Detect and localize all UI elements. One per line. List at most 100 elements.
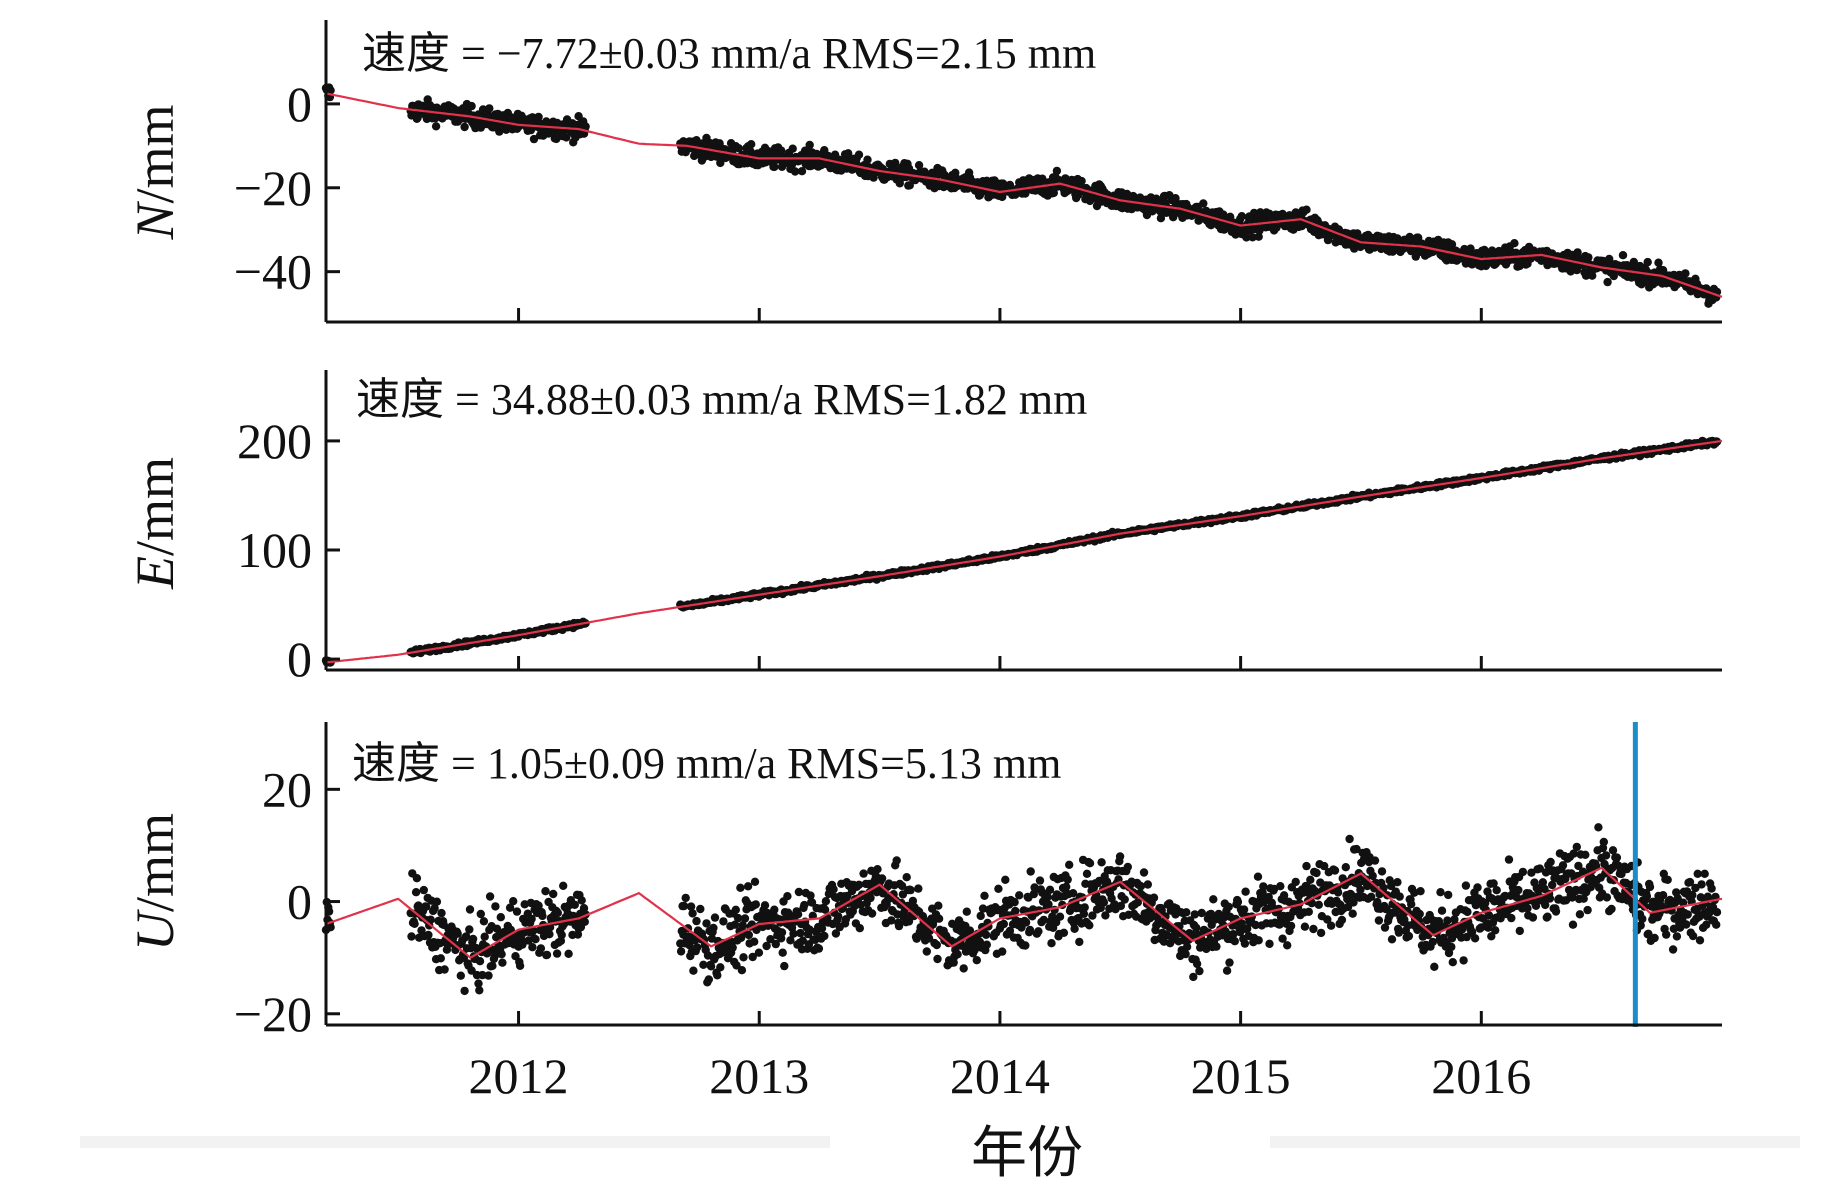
n-data-point <box>854 150 864 159</box>
u-data-point <box>1514 885 1523 895</box>
u-data-point <box>877 874 887 883</box>
u-data-point <box>1638 914 1647 924</box>
u-data-point <box>515 961 525 970</box>
u-data-point <box>976 911 985 921</box>
n-data-point <box>581 122 590 131</box>
u-data-point <box>1337 915 1347 925</box>
n-fit-line <box>325 92 1723 298</box>
u-data-point <box>536 944 546 953</box>
n-data-point <box>1654 258 1663 267</box>
u-data-point <box>1662 930 1671 939</box>
u-data-point <box>820 931 829 941</box>
u-data-point <box>1581 850 1590 859</box>
u-data-point <box>688 909 697 918</box>
n-y-tick-label: −40 <box>234 244 312 300</box>
u-data-point <box>1085 921 1094 930</box>
u-data-point <box>1682 920 1691 929</box>
u-data-point <box>934 901 943 910</box>
u-data-point <box>549 889 558 899</box>
u-data-point <box>531 935 540 944</box>
u-data-point <box>1672 932 1682 941</box>
u-data-point <box>793 910 803 919</box>
u-data-point <box>436 954 445 963</box>
u-data-point <box>553 908 562 918</box>
n-data-point <box>1681 269 1690 278</box>
u-data-point <box>953 950 962 959</box>
n-data-point <box>529 134 539 144</box>
u-data-point <box>1601 851 1611 860</box>
x-tick-label: 2013 <box>709 1048 809 1104</box>
u-data-point <box>1254 936 1263 945</box>
e-y-tick-label: 100 <box>237 522 312 578</box>
u-data-point <box>750 937 759 946</box>
u-data-point <box>1209 895 1218 904</box>
u-data-point <box>1143 880 1153 889</box>
u-data-point <box>475 957 485 966</box>
u-data-point <box>1286 921 1296 931</box>
u-data-point <box>424 930 433 940</box>
u-data-point <box>1063 875 1072 884</box>
u-data-point <box>1515 926 1525 936</box>
u-data-point <box>1697 880 1706 889</box>
u-data-point <box>1099 898 1109 907</box>
n-y-axis-unit: /mm <box>125 104 185 203</box>
u-y-axis-label: U/mm <box>125 813 185 951</box>
u-data-point <box>498 958 507 967</box>
u-data-point <box>1212 942 1221 951</box>
u-data-point <box>1473 883 1482 892</box>
u-data-point <box>1241 887 1250 896</box>
u-data-point <box>1543 912 1552 921</box>
u-data-point <box>1115 852 1125 861</box>
u-velocity-annotation: 速度 = 1.05±0.09 mm/a RMS=5.13 mm <box>352 739 1061 788</box>
u-data-point <box>570 900 579 909</box>
u-data-point <box>465 925 474 934</box>
u-data-point <box>1395 892 1404 901</box>
u-data-point <box>1120 895 1129 904</box>
u-data-point <box>867 909 877 918</box>
u-data-point <box>1097 858 1106 867</box>
u-data-point <box>1034 927 1043 936</box>
n-data-point <box>770 162 779 172</box>
u-data-point <box>959 964 968 973</box>
panel-n: 0−20−40 速度 = −7.72±0.03 mm/a RMS=2.15 mm… <box>125 20 1723 324</box>
u-data-point <box>1300 922 1310 931</box>
u-data-point <box>1528 913 1538 922</box>
u-data-point <box>1253 872 1263 881</box>
u-data-point <box>1239 905 1249 914</box>
u-data-point <box>1233 897 1243 907</box>
u-data-point <box>1314 900 1324 909</box>
n-data-point <box>1447 240 1457 249</box>
u-data-point <box>1001 875 1010 884</box>
u-data-point <box>509 897 518 906</box>
u-data-point <box>778 948 787 957</box>
u-data-point <box>902 873 911 882</box>
u-data-point <box>497 950 506 959</box>
u-data-point <box>577 896 586 905</box>
n-y-tick-label: 0 <box>287 76 312 132</box>
u-data-point <box>1149 893 1159 902</box>
u-data-point <box>538 911 547 921</box>
u-data-point <box>934 914 944 923</box>
u-data-point <box>559 881 568 890</box>
u-data-point <box>873 865 882 874</box>
u-data-point <box>696 904 705 914</box>
u-data-point <box>1463 907 1472 917</box>
n-data-point <box>1237 212 1247 221</box>
n-data-point <box>562 133 571 142</box>
n-data-point <box>863 155 872 164</box>
u-y-axis-unit: /mm <box>125 813 185 912</box>
u-data-point <box>1443 916 1452 925</box>
u-data-point <box>1491 926 1500 935</box>
u-data-point <box>1707 884 1716 893</box>
u-data-point <box>1082 869 1092 878</box>
u-data-point <box>1492 886 1501 895</box>
u-data-point <box>1304 907 1314 916</box>
u-data-point <box>411 888 421 897</box>
e-velocity-annotation: 速度 = 34.88±0.03 mm/a RMS=1.82 mm <box>356 375 1087 424</box>
u-data-point <box>1444 890 1453 900</box>
u-data-point <box>1575 910 1585 919</box>
u-data-point <box>1650 933 1659 943</box>
u-data-point <box>1181 949 1190 959</box>
u-data-point <box>1599 837 1609 847</box>
